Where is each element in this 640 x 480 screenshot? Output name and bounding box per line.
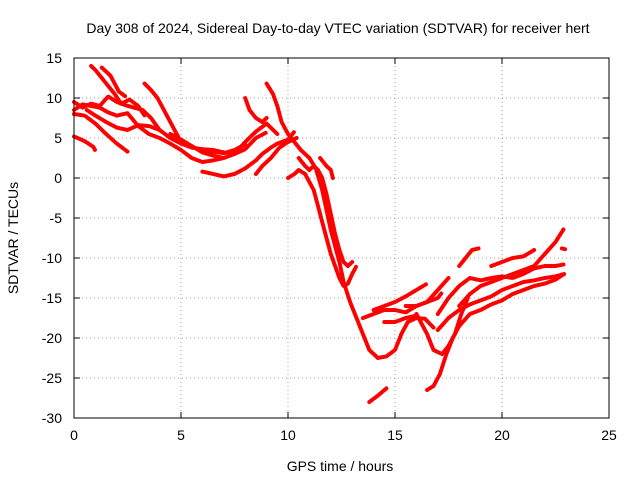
y-tick-label: 10 xyxy=(46,90,62,106)
series-arc-13 xyxy=(253,136,299,176)
y-axis-label: SDTVAR / TECUs xyxy=(5,182,21,294)
x-tick-label: 10 xyxy=(280,427,296,443)
y-tick-label: -30 xyxy=(42,410,62,426)
y-tick-label: -10 xyxy=(42,250,62,266)
series-arc-9 xyxy=(168,132,226,160)
y-tick-label: -5 xyxy=(50,210,63,226)
series-arc-6 xyxy=(99,65,128,99)
series-arc-30 xyxy=(559,246,568,252)
series-arc-11 xyxy=(200,129,297,179)
series-arc-17 xyxy=(318,156,335,180)
series-arc-8 xyxy=(142,81,183,144)
y-tick-label: -15 xyxy=(42,290,62,306)
x-tick-label: 15 xyxy=(387,427,403,443)
plot-frame xyxy=(73,57,610,419)
x-tick-label: 0 xyxy=(70,427,78,443)
series-arc-21 xyxy=(382,313,419,324)
series-arc-18 xyxy=(360,290,445,320)
axis-ticks: 0 5 10 15 20 25 -30 -25 -20 -15 -10 -5 0 5 10 15 xyxy=(42,50,617,443)
series-arc-23 xyxy=(414,296,470,356)
series-arc-22 xyxy=(403,276,451,308)
x-tick-label: 20 xyxy=(494,427,510,443)
series-arc-10 xyxy=(200,142,248,156)
series-arc-14 xyxy=(264,81,436,360)
series-arc-20 xyxy=(367,386,389,404)
x-tick-label: 25 xyxy=(601,427,617,443)
grid xyxy=(74,58,609,418)
series-arc-1 xyxy=(72,134,98,153)
series-arc-19 xyxy=(371,281,430,312)
series-arc-12 xyxy=(243,96,269,124)
series-arc-2 xyxy=(72,112,130,154)
x-tick-label: 5 xyxy=(177,427,185,443)
series-arc-5 xyxy=(89,64,147,118)
data-series xyxy=(72,64,568,404)
series-arc-29 xyxy=(489,248,537,268)
series-arc-28 xyxy=(457,246,481,268)
chart-title: Day 308 of 2024, Sidereal Day-to-day VTE… xyxy=(86,20,589,36)
series-arc-7 xyxy=(84,108,162,132)
x-axis-label: GPS time / hours xyxy=(287,458,394,474)
series-arc-16 xyxy=(296,156,355,268)
y-tick-label: 0 xyxy=(54,170,62,186)
series-arc-15 xyxy=(286,168,359,288)
series-arc-25 xyxy=(435,272,567,332)
y-tick-label: 5 xyxy=(54,130,62,146)
y-tick-label: 15 xyxy=(46,50,62,66)
series-arc-24 xyxy=(425,272,567,392)
series-arc-27 xyxy=(457,226,567,308)
y-tick-label: -25 xyxy=(42,370,62,386)
y-tick-label: -20 xyxy=(42,330,62,346)
